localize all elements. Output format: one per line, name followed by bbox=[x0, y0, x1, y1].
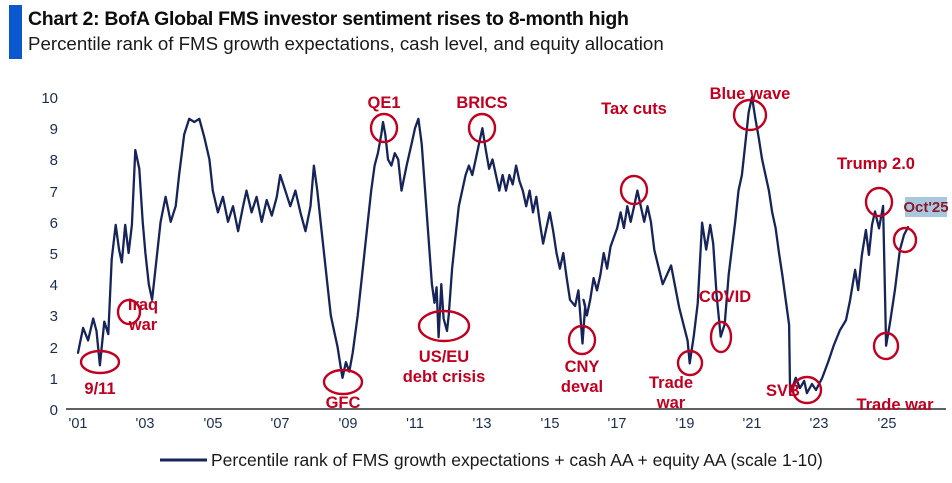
svg-text:COVID: COVID bbox=[699, 288, 751, 306]
svg-text:0: 0 bbox=[50, 402, 58, 419]
svg-text:'11: '11 bbox=[406, 416, 424, 432]
svg-text:'13: '13 bbox=[473, 416, 492, 432]
svg-text:3: 3 bbox=[50, 308, 58, 325]
svg-text:SVB: SVB bbox=[766, 382, 800, 400]
svg-text:2: 2 bbox=[50, 340, 58, 357]
svg-text:9/11: 9/11 bbox=[84, 380, 115, 398]
svg-text:7: 7 bbox=[50, 184, 58, 201]
svg-text:GFC: GFC bbox=[326, 394, 361, 412]
svg-text:Percentile rank of FMS growth: Percentile rank of FMS growth expectatio… bbox=[211, 450, 823, 470]
svg-text:8: 8 bbox=[50, 152, 58, 169]
svg-text:1: 1 bbox=[50, 371, 58, 388]
svg-text:'01: '01 bbox=[69, 416, 88, 432]
svg-text:9: 9 bbox=[50, 121, 58, 138]
svg-text:6: 6 bbox=[50, 215, 58, 232]
svg-text:'05: '05 bbox=[204, 416, 223, 432]
svg-text:'25: '25 bbox=[878, 416, 897, 432]
svg-text:US/EU: US/EU bbox=[419, 348, 469, 366]
svg-text:Blue wave: Blue wave bbox=[710, 85, 791, 103]
svg-text:'03: '03 bbox=[136, 416, 155, 432]
svg-text:debt crisis: debt crisis bbox=[403, 368, 486, 386]
svg-text:'17: '17 bbox=[608, 416, 627, 432]
svg-text:4: 4 bbox=[50, 277, 58, 294]
svg-text:10: 10 bbox=[41, 90, 58, 107]
svg-text:'15: '15 bbox=[541, 416, 560, 432]
svg-text:Trump 2.0: Trump 2.0 bbox=[837, 155, 915, 173]
svg-text:deval: deval bbox=[561, 378, 603, 396]
svg-text:war: war bbox=[128, 316, 158, 334]
svg-text:Oct'25: Oct'25 bbox=[903, 199, 948, 216]
svg-text:'19: '19 bbox=[676, 416, 695, 432]
svg-text:QE1: QE1 bbox=[367, 94, 400, 112]
svg-text:Iraq: Iraq bbox=[128, 296, 158, 314]
svg-text:'23: '23 bbox=[810, 416, 829, 432]
svg-text:'07: '07 bbox=[271, 416, 290, 432]
svg-text:Tax cuts: Tax cuts bbox=[601, 100, 667, 118]
svg-text:BRICS: BRICS bbox=[456, 94, 507, 112]
svg-text:5: 5 bbox=[50, 246, 58, 263]
svg-text:'21: '21 bbox=[743, 416, 762, 432]
svg-text:'09: '09 bbox=[339, 416, 358, 432]
svg-text:war: war bbox=[656, 394, 686, 412]
svg-text:Trade war: Trade war bbox=[856, 396, 934, 414]
svg-text:Trade: Trade bbox=[649, 374, 693, 392]
svg-text:CNY: CNY bbox=[565, 358, 600, 376]
